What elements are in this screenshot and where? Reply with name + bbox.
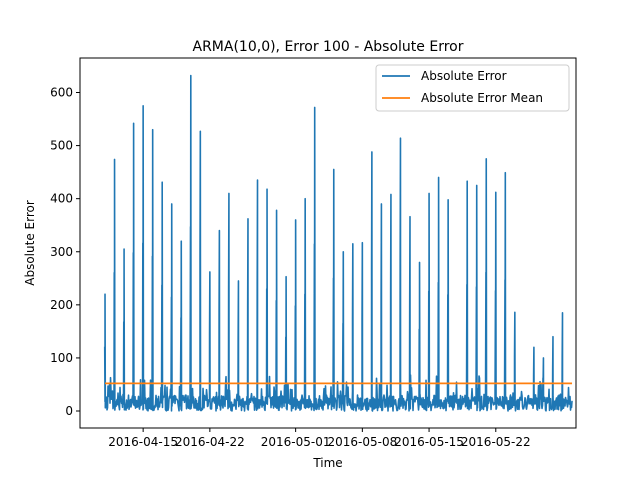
legend: Absolute Error Absolute Error Mean	[375, 64, 570, 112]
x-axis-label: Time	[312, 456, 342, 470]
x-tick-label: 2016-05-15	[394, 435, 464, 449]
y-tick-label: 500	[50, 139, 73, 153]
x-tick-label: 2016-05-01	[261, 435, 331, 449]
y-tick-label: 100	[50, 351, 73, 365]
y-tick-label: 200	[50, 298, 73, 312]
y-axis: 0 100 200 300 400 500 600	[50, 86, 80, 418]
legend-box	[375, 64, 570, 112]
y-tick-label: 0	[65, 404, 73, 418]
legend-label-absolute-error-mean: Absolute Error Mean	[421, 91, 543, 105]
y-tick-label: 600	[50, 86, 73, 100]
y-tick-label: 300	[50, 245, 73, 259]
chart-title: ARMA(10,0), Error 100 - Absolute Error	[193, 39, 464, 55]
x-tick-label: 2016-05-22	[461, 435, 531, 449]
y-axis-label: Absolute Error	[23, 200, 37, 286]
x-tick-label: 2016-04-22	[175, 435, 245, 449]
plot-frame	[79, 57, 577, 429]
y-tick-label: 400	[50, 192, 73, 206]
series-line-absolute-error	[103, 74, 573, 412]
x-tick-label: 2016-05-08	[327, 435, 397, 449]
legend-label-absolute-error: Absolute Error	[421, 69, 507, 83]
plot-area	[103, 74, 573, 412]
x-tick-label: 2016-04-15	[108, 435, 178, 449]
